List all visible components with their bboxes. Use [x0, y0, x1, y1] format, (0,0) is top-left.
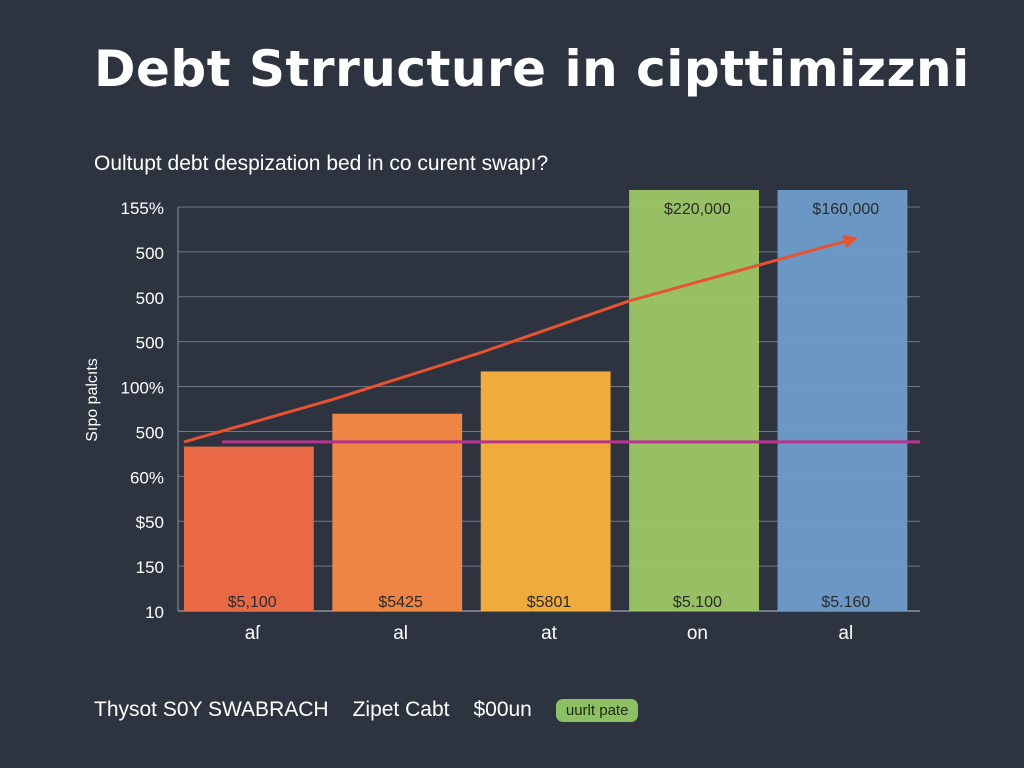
y-tick-label: 10	[145, 603, 164, 622]
footer-label-1: Thysot S0Y SWABRACH	[94, 698, 329, 721]
trend-line	[183, 238, 851, 444]
bar	[480, 371, 611, 611]
bar	[777, 190, 908, 611]
bar-value-label: $5425	[378, 594, 423, 611]
y-tick-label: 500	[136, 289, 164, 308]
update-badge[interactable]: uurlt pate	[555, 698, 639, 722]
bar-value-label: $5.160	[821, 594, 870, 611]
trend-arrowhead	[842, 234, 858, 249]
bar-value-label: $5801	[527, 594, 572, 611]
label-layer: 10 150 $50 60% 500 100% 500 500 500 155% Sıpo palc…	[84, 199, 879, 644]
bar-value-label: $5,100	[228, 594, 277, 611]
x-tick-label: on	[687, 623, 708, 644]
y-tick-label: 500	[136, 334, 164, 353]
x-tick-label: al	[838, 623, 853, 644]
x-tick-label: aſ	[245, 623, 261, 644]
bar	[183, 446, 314, 611]
bar	[332, 413, 463, 611]
y-axis-label: Sıpo palcıts	[84, 358, 101, 442]
line-layer	[183, 234, 920, 444]
y-tick-label: 500	[136, 244, 164, 263]
footer-label-3: $00un	[473, 698, 532, 721]
bar-layer	[183, 190, 908, 611]
footer: Thysot S0Y SWABRACH Zipet Cabt $00un uur…	[94, 698, 639, 722]
y-tick-label: $50	[136, 513, 164, 532]
y-tick-label: 500	[136, 423, 164, 442]
bar	[629, 190, 759, 611]
y-tick-label: 100%	[121, 379, 164, 398]
y-tick-label: 155%	[121, 199, 164, 218]
chart-title: Debt Strructure in cipttimizzni	[94, 40, 970, 98]
bar-top-label: $220,000	[664, 201, 731, 218]
bar-value-label: $5.100	[673, 594, 722, 611]
chart-subtitle: Oultupt debt despization bed in co curen…	[94, 152, 549, 175]
x-tick-label: al	[393, 623, 408, 644]
footer-label-2: Zipet Cabt	[352, 698, 450, 721]
x-tick-label: at	[541, 623, 558, 644]
y-tick-label: 150	[136, 558, 164, 577]
y-tick-label: 60%	[130, 468, 164, 487]
bar-top-label: $160,000	[812, 201, 879, 218]
